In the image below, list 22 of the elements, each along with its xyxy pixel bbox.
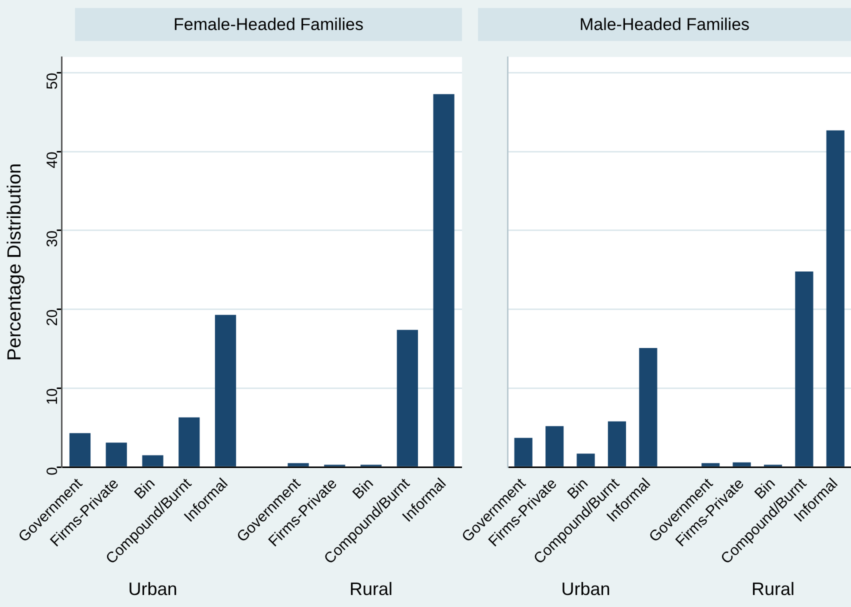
- y-tick-label: 30: [44, 230, 61, 248]
- chart-title: Female-Headed Families: [75, 8, 462, 41]
- bar: [732, 462, 751, 466]
- bar: [546, 426, 564, 466]
- bar: [702, 463, 720, 466]
- y-tick-label: 10: [44, 388, 61, 405]
- bar: [639, 348, 658, 466]
- y-tick-label: 0: [44, 467, 61, 476]
- chart-title: Male-Headed Families: [478, 8, 851, 41]
- text: Urban: [561, 578, 610, 599]
- bar: [576, 454, 595, 466]
- bar: [514, 438, 532, 466]
- bar: [826, 130, 844, 466]
- y-tick-label: 20: [44, 309, 61, 326]
- text: Rural: [751, 578, 794, 599]
- y-tick-label: 50: [44, 72, 61, 90]
- y-axis-title: Percentage Distribution: [4, 163, 26, 361]
- text: Urban: [128, 578, 178, 599]
- text: Rural: [350, 578, 393, 599]
- y-tick-label: 40: [44, 152, 61, 168]
- bar: [795, 272, 814, 466]
- bar: [608, 421, 626, 466]
